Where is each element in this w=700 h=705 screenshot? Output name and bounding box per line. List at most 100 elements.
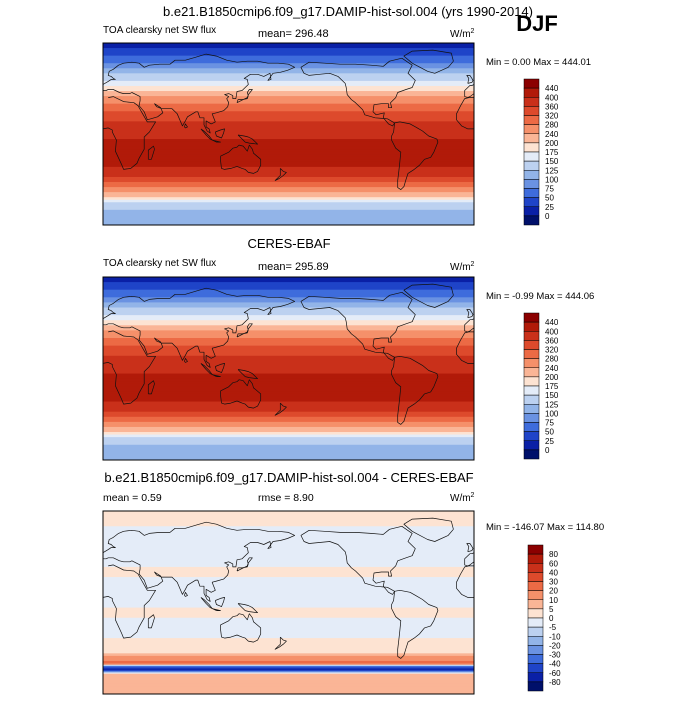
field-band xyxy=(103,544,474,548)
coastline xyxy=(391,355,439,425)
field-band xyxy=(103,332,474,336)
field-band xyxy=(103,299,474,303)
field-band xyxy=(103,194,474,198)
coastline xyxy=(466,75,474,84)
field-band xyxy=(103,577,474,581)
field-band xyxy=(103,174,474,178)
colorbar-swatch xyxy=(523,179,540,189)
field-band xyxy=(103,312,474,316)
field-band xyxy=(103,625,474,629)
colorbar-swatch xyxy=(523,160,540,171)
field-band xyxy=(103,681,474,685)
minmax-label: Min = -146.07 Max = 114.80 xyxy=(486,522,604,533)
field-band xyxy=(103,63,474,67)
field-band xyxy=(103,322,474,326)
field-band xyxy=(103,340,474,344)
field-band xyxy=(103,404,474,408)
field-band xyxy=(103,622,474,626)
field-band xyxy=(103,650,474,654)
coastline xyxy=(220,144,262,174)
field-band xyxy=(103,447,474,451)
colorbar-tick-label: 60 xyxy=(549,559,558,568)
field-band xyxy=(103,666,474,668)
colorbar-swatch xyxy=(523,97,540,107)
field-band xyxy=(103,297,474,301)
mean-label: mean= 295.89 xyxy=(258,261,329,273)
field-band xyxy=(103,78,474,82)
colorbar-tick-label: 100 xyxy=(545,409,559,418)
coastline xyxy=(184,357,188,363)
coastline xyxy=(103,330,156,405)
field-band xyxy=(103,457,474,460)
field-band xyxy=(103,452,474,456)
colorbar-swatch xyxy=(527,590,544,600)
field-band xyxy=(103,179,474,183)
colorbar-swatch xyxy=(527,654,544,664)
colorbar-swatch xyxy=(523,340,540,350)
field-band xyxy=(103,106,474,110)
colorbar-swatch xyxy=(523,188,540,198)
coastline xyxy=(464,84,474,98)
field-band xyxy=(103,277,474,281)
field-band xyxy=(103,284,474,288)
colorbar-swatch xyxy=(527,544,544,555)
field-band xyxy=(103,406,474,410)
field-band xyxy=(103,171,474,175)
coastline xyxy=(274,402,287,416)
field-band xyxy=(103,363,474,367)
field-band xyxy=(103,199,474,203)
coastline xyxy=(103,564,156,639)
colorbar-tick-label: 125 xyxy=(545,166,559,175)
coastline xyxy=(103,287,296,368)
colorbar-tick-label: 75 xyxy=(545,185,554,194)
field-band xyxy=(103,320,474,324)
colorbar-swatch xyxy=(523,170,540,180)
colorbar-tick-label: -40 xyxy=(549,660,561,669)
colorbar-swatch xyxy=(523,312,540,323)
colorbar-swatch xyxy=(523,349,540,359)
field-band xyxy=(103,55,474,59)
field-band xyxy=(103,121,474,125)
field-band xyxy=(103,399,474,403)
field-band xyxy=(103,655,474,659)
field-band xyxy=(103,432,474,436)
colorbar-swatch xyxy=(523,197,540,207)
colorbar-swatch xyxy=(523,367,540,378)
minmax-label: Min = 0.00 Max = 444.01 xyxy=(486,57,591,68)
field-band xyxy=(103,103,474,107)
field-band xyxy=(103,287,474,291)
colorbar-swatch xyxy=(527,572,544,582)
field-band xyxy=(103,579,474,583)
coastline xyxy=(214,597,225,607)
field-band xyxy=(103,663,474,666)
field-band xyxy=(103,620,474,624)
panel-title: b.e21.B1850cmip6.f09_g17.DAMIP-hist-sol.… xyxy=(104,470,473,485)
field-band xyxy=(103,169,474,173)
field-band xyxy=(103,551,474,555)
colorbar-swatch xyxy=(527,626,544,637)
field-band xyxy=(103,279,474,283)
field-band xyxy=(103,388,474,392)
field-band xyxy=(103,597,474,601)
field-band xyxy=(103,386,474,390)
colorbar-swatch xyxy=(523,321,540,332)
coastline xyxy=(212,608,221,611)
field-band xyxy=(103,65,474,69)
field-band xyxy=(103,154,474,158)
field-band xyxy=(103,182,474,186)
field-band xyxy=(103,355,474,359)
map-field xyxy=(103,43,474,225)
field-band xyxy=(103,353,474,357)
coastline xyxy=(391,121,439,190)
field-band xyxy=(103,664,474,667)
colorbar-tick-label: -60 xyxy=(549,669,561,678)
field-band xyxy=(103,691,474,694)
field-band xyxy=(103,292,474,296)
coastline xyxy=(403,283,454,308)
coastline xyxy=(456,565,474,598)
field-band xyxy=(103,101,474,105)
field-band xyxy=(103,45,474,49)
coastlines xyxy=(103,517,474,659)
field-band xyxy=(103,118,474,122)
